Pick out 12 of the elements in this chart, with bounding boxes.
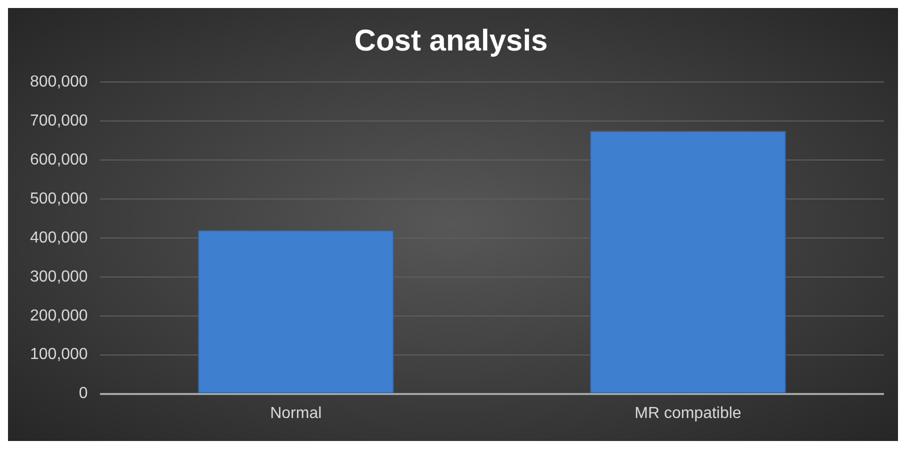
y-tick-label: 200,000 — [30, 307, 88, 324]
y-tick-label: 600,000 — [30, 151, 88, 168]
y-tick-label: 300,000 — [30, 268, 88, 286]
y-tick-label: 500,000 — [30, 190, 88, 208]
y-tick-label: 400,000 — [30, 229, 88, 246]
y-tick-label: 0 — [78, 385, 88, 402]
y-tick-label: 800,000 — [30, 73, 88, 90]
x-tick-label: Normal — [270, 404, 322, 422]
y-tick-label: 100,000 — [30, 346, 88, 364]
x-tick-label: MR compatible — [634, 404, 742, 422]
chart-title: Cost analysis — [354, 24, 548, 58]
y-tick-label: 700,000 — [30, 112, 88, 130]
